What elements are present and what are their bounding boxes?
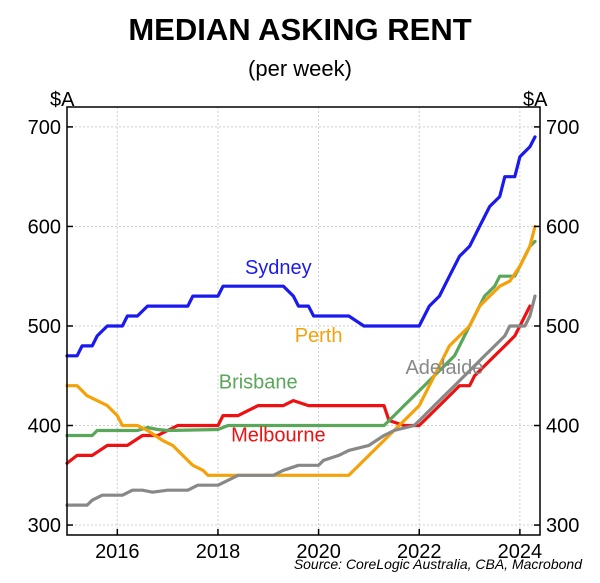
x-tick-label: 2016 [95,541,140,563]
y-tick-label-right: 400 [546,416,579,438]
series-line-perth [65,224,537,477]
x-tick-label: 2018 [196,541,241,563]
series-label-adelaide: Adelaide [405,357,483,379]
series-label-sydney: Sydney [245,257,312,279]
y-unit-right: $A [523,89,548,111]
plot-frame [66,106,541,536]
y-tick-label-right: 600 [546,216,579,238]
y-tick-label-left: 400 [28,416,61,438]
x-tick-label: 2022 [397,541,442,563]
series-line-sydney [65,135,537,358]
x-tick-label: 2024 [498,541,543,563]
chart-subtitle: (per week) [248,56,352,81]
y-tick-label-right: 300 [546,515,579,537]
y-tick-label-left: 600 [28,216,61,238]
y-tick-label-left: 500 [28,316,61,338]
axis-ticks: 300 300 400 400 500 500 600 600 700 700 2016 2018 20… [28,117,580,563]
y-tick-label-right: 500 [546,316,579,338]
chart-title: MEDIAN ASKING RENT [128,12,472,47]
series-label-brisbane: Brisbane [219,372,298,394]
series-label-perth: Perth [295,325,343,347]
y-unit-left: $A [50,89,75,111]
x-tick-label: 2020 [296,541,341,563]
series-line-brisbane [65,239,537,438]
series-label-melbourne: Melbourne [231,424,326,446]
series-labels: Sydney Melbourne Brisbane Perth Adelaide [219,257,484,446]
y-tick-label-left: 700 [28,117,61,139]
gridlines [67,107,540,535]
y-tick-label-right: 700 [546,117,579,139]
source-note: Source: CoreLogic Australia, CBA, Macrob… [293,556,582,572]
series-lines [65,135,537,507]
series-line-adelaide [65,294,537,507]
y-tick-label-left: 300 [28,515,61,537]
